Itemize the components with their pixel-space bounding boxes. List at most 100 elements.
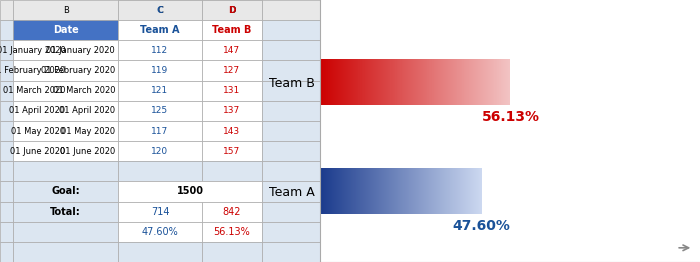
Text: 137: 137 xyxy=(223,106,241,115)
Bar xyxy=(13,0,118,20)
Bar xyxy=(262,20,320,40)
Bar xyxy=(13,201,118,222)
Text: D: D xyxy=(229,6,235,15)
Bar xyxy=(262,161,320,181)
Bar xyxy=(0,161,13,181)
Bar xyxy=(262,242,320,262)
Text: 47.60%: 47.60% xyxy=(141,227,178,237)
Bar xyxy=(0,121,13,141)
Bar xyxy=(13,121,118,141)
Text: 147: 147 xyxy=(223,46,241,55)
Bar xyxy=(202,20,262,40)
Text: 01 February 2020: 01 February 2020 xyxy=(41,66,116,75)
Bar xyxy=(202,141,262,161)
Text: Goal:: Goal: xyxy=(51,187,80,196)
Text: 01 April 2020: 01 April 2020 xyxy=(59,106,116,115)
Bar xyxy=(202,201,262,222)
Text: 01 April 2020: 01 April 2020 xyxy=(10,106,66,115)
Bar xyxy=(13,81,118,101)
Bar xyxy=(13,20,118,40)
Bar xyxy=(262,181,320,201)
Text: 143: 143 xyxy=(223,127,241,135)
Bar xyxy=(118,40,202,61)
Text: 714: 714 xyxy=(150,207,169,217)
Bar xyxy=(118,181,262,201)
Bar xyxy=(0,242,13,262)
Text: B: B xyxy=(63,6,69,15)
Text: 842: 842 xyxy=(223,207,241,217)
Bar xyxy=(118,201,202,222)
Text: 01 June 2020: 01 June 2020 xyxy=(60,147,116,156)
Bar xyxy=(0,141,13,161)
Text: 01 February 2020: 01 February 2020 xyxy=(0,66,66,75)
Text: 117: 117 xyxy=(151,127,169,135)
Bar xyxy=(202,0,262,20)
Text: 157: 157 xyxy=(223,147,241,156)
Bar xyxy=(0,20,13,40)
Bar xyxy=(202,242,262,262)
Bar xyxy=(202,40,262,61)
Text: 56.13%: 56.13% xyxy=(214,227,251,237)
Text: Date: Date xyxy=(52,25,78,35)
Bar xyxy=(118,81,202,101)
Bar xyxy=(13,181,118,201)
Text: D: D xyxy=(228,6,236,15)
Text: 127: 127 xyxy=(223,66,241,75)
Text: 131: 131 xyxy=(223,86,241,95)
Text: 125: 125 xyxy=(151,106,169,115)
Text: Total:: Total: xyxy=(50,207,81,217)
Bar xyxy=(262,222,320,242)
Text: 01 January 2020: 01 January 2020 xyxy=(0,46,66,55)
Bar xyxy=(118,61,202,81)
Text: C: C xyxy=(157,6,163,15)
Text: 47.60%: 47.60% xyxy=(453,220,510,233)
Bar xyxy=(0,181,13,201)
Bar xyxy=(202,0,262,20)
Text: 01 May 2020: 01 May 2020 xyxy=(61,127,116,135)
Bar xyxy=(202,222,262,242)
Bar xyxy=(0,81,13,101)
Text: C: C xyxy=(157,6,163,15)
Bar xyxy=(118,242,202,262)
Text: Team A: Team A xyxy=(140,25,180,35)
Bar xyxy=(202,121,262,141)
Bar xyxy=(202,161,262,181)
Bar xyxy=(262,40,320,61)
Bar xyxy=(262,121,320,141)
Bar xyxy=(262,81,320,101)
Text: 01 June 2020: 01 June 2020 xyxy=(10,147,66,156)
Bar xyxy=(118,161,202,181)
Bar xyxy=(13,40,118,61)
Bar xyxy=(202,101,262,121)
Bar xyxy=(0,222,13,242)
Bar xyxy=(262,201,320,222)
Bar xyxy=(13,242,118,262)
Bar xyxy=(118,141,202,161)
Text: 1500: 1500 xyxy=(177,187,204,196)
Bar xyxy=(13,222,118,242)
Bar xyxy=(202,81,262,101)
Bar xyxy=(118,0,202,20)
Text: 01 January 2020: 01 January 2020 xyxy=(46,46,116,55)
Bar xyxy=(118,20,202,40)
Text: 112: 112 xyxy=(151,46,169,55)
Text: 01 March 2020: 01 March 2020 xyxy=(52,86,116,95)
Text: 119: 119 xyxy=(151,66,169,75)
Bar xyxy=(118,121,202,141)
Text: Team B: Team B xyxy=(212,25,252,35)
Bar xyxy=(0,40,13,61)
Bar xyxy=(13,161,118,181)
Bar xyxy=(202,61,262,81)
Bar xyxy=(0,61,13,81)
Bar xyxy=(262,141,320,161)
Text: 56.13%: 56.13% xyxy=(482,110,540,124)
Bar xyxy=(118,222,202,242)
Bar xyxy=(13,61,118,81)
Bar xyxy=(262,101,320,121)
Bar xyxy=(0,0,13,20)
Bar xyxy=(0,201,13,222)
Text: 120: 120 xyxy=(151,147,169,156)
Text: 01 May 2020: 01 May 2020 xyxy=(11,127,66,135)
Bar xyxy=(0,101,13,121)
Text: 121: 121 xyxy=(151,86,169,95)
